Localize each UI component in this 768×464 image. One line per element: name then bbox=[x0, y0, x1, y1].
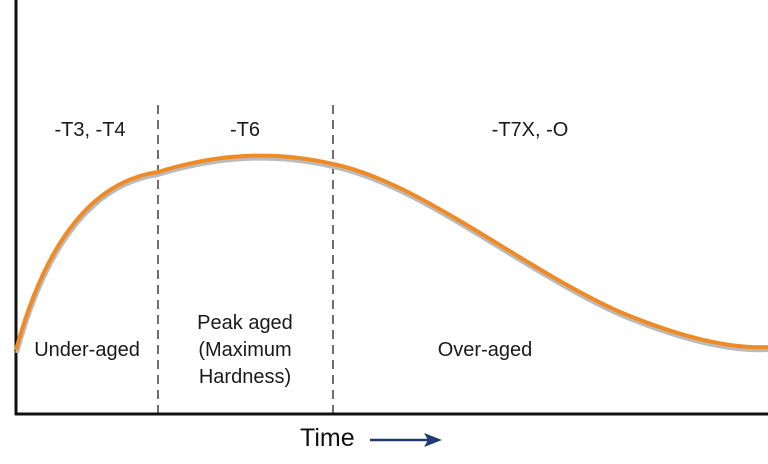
hardness-curve-shadow bbox=[15, 156, 768, 354]
temper-label-t6: -T6 bbox=[230, 119, 260, 141]
hardness-curve bbox=[14, 153, 768, 351]
peak-line-3: Hardness) bbox=[198, 366, 292, 388]
temper-label-t3-t4: -T3, -T4 bbox=[54, 119, 126, 141]
temper-label-t7x-o: -T7X, -O bbox=[491, 119, 569, 141]
state-label-underaged: Under-aged bbox=[34, 339, 140, 361]
time-arrow-head bbox=[424, 433, 442, 447]
state-label-overaged: Over-aged bbox=[437, 339, 533, 361]
peak-line-2: (Maximum bbox=[198, 339, 292, 361]
x-axis-title: Time bbox=[300, 424, 355, 452]
state-label-peak-aged: Peak aged (Maximum Hardness) bbox=[170, 310, 320, 391]
peak-line-1: Peak aged bbox=[197, 312, 293, 334]
